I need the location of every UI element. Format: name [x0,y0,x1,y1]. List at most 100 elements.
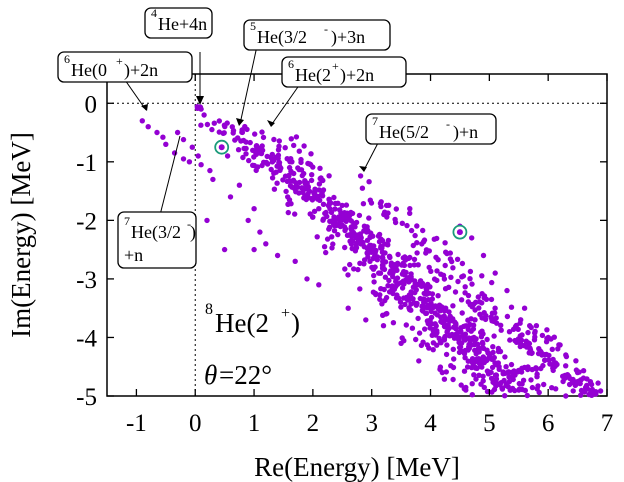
data-point [433,332,439,338]
data-point [411,256,418,263]
svg-text:+: + [116,54,123,68]
data-point [345,272,351,278]
data-point [476,372,482,378]
data-point [246,157,252,164]
data-point [373,247,379,254]
data-point [363,317,369,323]
data-point [456,339,462,346]
data-point [443,305,449,311]
data-point [443,249,449,255]
data-point [509,385,516,392]
data-point [439,369,445,376]
data-point [341,212,348,218]
data-point [525,329,531,336]
data-point [395,251,401,258]
data-point [516,387,522,393]
data-point [302,193,308,199]
data-point [357,233,364,240]
data-point [492,305,498,311]
data-point [310,214,316,220]
data-point [419,241,425,247]
svg-text:He(2: He(2 [215,308,269,338]
x-tick-label: 2 [307,410,320,437]
svg-text:He(3/2: He(3/2 [131,222,181,243]
data-point [444,342,450,348]
data-point [463,387,469,393]
x-tick-label: 6 [542,410,555,437]
data-point [451,356,457,362]
data-point [145,124,151,130]
data-point [466,344,472,351]
annotation-he6-0-2n: 6 He(0 + )+2n [57,51,193,83]
data-point [584,382,590,389]
data-point [570,388,576,394]
data-point [525,366,531,373]
data-point [252,131,258,137]
data-point [346,232,352,238]
data-point [378,199,384,205]
data-point [361,261,367,267]
data-point [498,322,504,328]
data-point [442,333,448,340]
data-point [542,357,548,363]
data-point [533,365,539,371]
data-point [299,172,305,179]
data-point [467,268,474,275]
data-point [489,356,495,362]
data-point [474,356,480,362]
data-point [243,151,249,157]
data-point [543,351,550,358]
data-point [427,325,433,331]
data-point [384,310,390,317]
data-point [361,228,367,234]
data-point [210,176,216,183]
data-point [311,190,317,197]
data-point [209,126,215,133]
data-point [381,211,387,218]
y-tick-label: -4 [76,325,97,352]
data-point [371,272,377,279]
svg-text:He(3/2: He(3/2 [257,27,307,48]
data-point [367,197,373,203]
data-point [329,218,335,224]
y-tick-label: -2 [76,208,97,235]
data-point [544,327,550,333]
data-point [447,318,453,324]
data-point [522,387,528,394]
data-point [412,289,418,296]
data-point [236,182,243,188]
data-point [324,236,331,242]
data-point [438,318,444,325]
data-point [550,365,556,371]
data-point [180,136,187,143]
data-point [364,251,371,257]
data-point [491,333,497,339]
data-point [393,206,399,212]
svg-text:-: - [187,217,191,231]
data-point [339,222,345,228]
data-point [378,203,384,210]
data-point [502,354,508,360]
data-point [458,382,464,388]
data-point [481,359,487,366]
data-point [462,355,468,361]
data-point [381,286,387,293]
data-point [348,209,354,216]
data-point [480,373,486,379]
data-point [515,336,522,342]
data-point [251,154,257,160]
data-point [468,328,474,334]
data-point [432,321,438,327]
data-point [180,156,187,162]
data-point [390,290,396,297]
svg-text:He+4n: He+4n [158,14,207,34]
data-point [391,286,398,292]
data-point [498,327,504,333]
highlighted-point [218,144,225,151]
data-point [306,188,313,194]
data-point [428,268,434,274]
data-point [503,364,509,370]
data-point [243,139,249,145]
data-point [293,134,300,140]
svg-text:)+2n: )+2n [124,60,158,81]
